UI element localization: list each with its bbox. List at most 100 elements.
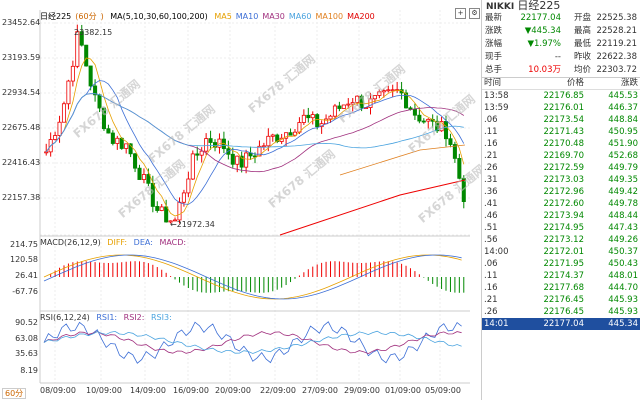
tick-price: 22176.45 xyxy=(543,295,584,305)
macd-item-0: DIFF: xyxy=(104,238,128,247)
quote-value: 22528.21 xyxy=(596,26,637,36)
candle-body xyxy=(84,44,89,67)
tick-row[interactable]: 13:59 22176.01 446.37 xyxy=(482,102,640,114)
candle-body xyxy=(270,134,275,137)
quote-value: 10.03万 xyxy=(528,65,561,75)
rsi-line xyxy=(43,321,462,364)
col-price: 价格 xyxy=(566,78,584,88)
quote-row: 现手 -- 昨收 22622.38 xyxy=(482,51,640,64)
candle-body xyxy=(168,220,173,223)
candle-body xyxy=(439,121,444,132)
price-ylabel: 22157.38 xyxy=(2,193,41,202)
tick-change: 449.78 xyxy=(608,199,638,209)
tick-row[interactable]: .16 22170.48 451.90 xyxy=(482,138,640,150)
tick-change: 452.68 xyxy=(608,151,638,161)
candle-body xyxy=(261,145,266,148)
tick-price: 22171.43 xyxy=(543,127,584,137)
candle-body xyxy=(57,121,62,136)
candle-body xyxy=(110,132,115,144)
tick-row[interactable]: .21 22169.70 452.68 xyxy=(482,150,640,162)
ma-item-4: MA100 xyxy=(315,12,344,21)
tick-row[interactable]: .06 22171.95 450.43 xyxy=(482,258,640,270)
tick-time: .21 xyxy=(484,295,498,305)
x-tick-label: 10/09:00 xyxy=(86,386,122,395)
quote-key: 最低 xyxy=(573,39,591,49)
col-time: 时间 xyxy=(484,78,502,88)
tick-row[interactable]: .56 22173.12 449.26 xyxy=(482,234,640,246)
candle-body xyxy=(306,114,311,119)
candle-body xyxy=(452,144,457,159)
tick-change: 445.93 xyxy=(608,295,638,305)
x-tick-label: 01/09:00 xyxy=(385,386,421,395)
macd-line xyxy=(43,254,462,300)
tick-time: .21 xyxy=(484,151,498,161)
candle-body xyxy=(372,95,377,100)
candle-body xyxy=(53,135,58,140)
period-selector[interactable]: 60分 xyxy=(2,388,27,399)
tick-time: .41 xyxy=(484,199,498,209)
candle-body xyxy=(93,85,98,96)
candle-body xyxy=(208,138,213,143)
tick-row[interactable]: 14:00 22172.01 450.37 xyxy=(482,246,640,258)
quote-row: 总手 10.03万 均价 22303.72 xyxy=(482,64,640,77)
tick-time: .56 xyxy=(484,235,498,245)
zoom-in-icon[interactable]: + xyxy=(455,8,466,19)
tick-row[interactable]: .26 22172.59 449.79 xyxy=(482,162,640,174)
tick-row[interactable]: .46 22173.94 448.44 xyxy=(482,210,640,222)
settings-icon[interactable]: ⚙ xyxy=(469,8,480,19)
quote-key: 均价 xyxy=(573,65,591,75)
tick-row[interactable]: .31 22173.03 449.35 xyxy=(482,174,640,186)
quote-key: 昨收 xyxy=(573,52,591,62)
price-ylabel: 22934.54 xyxy=(2,88,41,97)
tick-row[interactable]: .11 22171.43 450.95 xyxy=(482,126,640,138)
tick-row[interactable]: 13:58 22176.85 445.53 xyxy=(482,90,640,102)
tick-row[interactable]: .26 22176.45 445.93 xyxy=(482,306,640,318)
tick-row[interactable]: .11 22174.37 448.01 xyxy=(482,270,640,282)
candle-body xyxy=(181,192,186,203)
tick-time: .46 xyxy=(484,211,498,221)
tick-row[interactable]: .21 22176.45 445.93 xyxy=(482,294,640,306)
quote-row: 最新 22177.04 开盘 22525.38 xyxy=(482,12,640,25)
candle-body xyxy=(159,206,164,211)
macd-ylabel: -67.76 xyxy=(12,287,38,296)
tick-price: 22173.12 xyxy=(543,235,584,245)
tick-price: 22176.01 xyxy=(543,103,584,113)
rsi-item-2: RSI3: xyxy=(148,313,172,322)
candle-body xyxy=(150,182,155,207)
tick-price: 22172.59 xyxy=(543,163,584,173)
candle-body xyxy=(88,65,93,87)
candle-body xyxy=(235,155,240,165)
tick-row[interactable]: .41 22172.60 449.78 xyxy=(482,198,640,210)
tick-row[interactable]: .16 22177.68 444.70 xyxy=(482,282,640,294)
candle-body xyxy=(266,135,271,147)
candle-body xyxy=(390,89,395,92)
macd-histogram xyxy=(50,261,465,293)
macd-legend: MACD(26,12,9) DIFF: DEA: MACD: xyxy=(40,238,194,247)
tick-row[interactable]: 14:01 22177.04 445.34 xyxy=(482,318,640,330)
chart-canvas[interactable] xyxy=(0,0,481,400)
candle-body xyxy=(426,118,431,122)
tick-change: 444.70 xyxy=(608,283,638,293)
x-tick-label: 05/09:00 xyxy=(425,386,461,395)
quote-value: 22177.04 xyxy=(520,13,561,23)
candle-body xyxy=(124,143,129,149)
ticks-list[interactable]: 13:58 22176.85 445.53 13:59 22176.01 446.37.0… xyxy=(482,90,640,330)
tick-row[interactable]: .51 22174.95 447.43 xyxy=(482,222,640,234)
ma60-line xyxy=(45,93,464,153)
tick-row[interactable]: .06 22173.54 448.84 xyxy=(482,114,640,126)
tick-price: 22172.60 xyxy=(543,199,584,209)
tick-price: 22173.94 xyxy=(543,211,584,221)
ma-item-5: MA200 xyxy=(347,12,375,21)
candle-body xyxy=(106,128,111,134)
chart-tools: + ⚙ xyxy=(455,8,480,19)
kline-chart[interactable]: 日经225 (60分) MA(5,10,30,60,100,200) MA5 MA1… xyxy=(0,0,488,400)
tick-time: .11 xyxy=(484,127,498,137)
candle-body xyxy=(324,118,329,125)
candle-body xyxy=(301,114,306,123)
tick-price: 22176.85 xyxy=(543,91,584,101)
tick-time: .26 xyxy=(484,307,498,317)
tick-row[interactable]: .36 22172.96 449.42 xyxy=(482,186,640,198)
tick-change: 450.43 xyxy=(608,259,638,269)
quote-key: 现手 xyxy=(485,52,503,62)
candle-body xyxy=(75,31,80,67)
